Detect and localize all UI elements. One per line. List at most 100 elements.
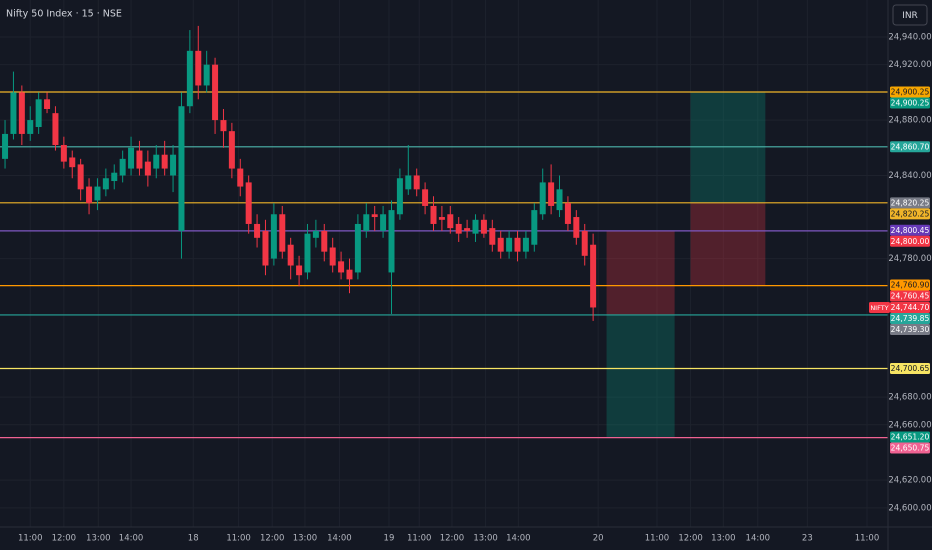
candle-body: [564, 203, 571, 224]
candle-body: [489, 228, 496, 245]
price-badge-label: 24,800.45: [891, 226, 930, 235]
price-badge-label: 24,860.70: [891, 142, 930, 151]
candle-body: [279, 214, 286, 252]
price-badge: [890, 312, 930, 324]
candle-body: [405, 175, 412, 190]
candle-body: [371, 214, 378, 218]
candle-body: [455, 223, 462, 234]
price-badge: [890, 323, 930, 335]
candles: [2, 25, 597, 321]
candle-body: [413, 175, 420, 190]
x-tick-label: 18: [188, 534, 199, 544]
position-loss: [606, 230, 675, 315]
candle-body: [338, 261, 345, 273]
candle-body: [212, 64, 219, 121]
price-badge: [890, 362, 930, 374]
positions: [606, 92, 766, 437]
candle-body: [354, 223, 361, 273]
candle-body: [312, 230, 319, 238]
candle-body: [44, 99, 51, 110]
price-badge: [890, 208, 930, 220]
price-badge: [890, 431, 930, 443]
candle-body: [321, 230, 328, 252]
candle-body: [380, 214, 387, 231]
price-badge-label: 24,650.75: [891, 443, 930, 452]
candle-body: [27, 120, 34, 134]
currency-button[interactable]: [892, 4, 928, 26]
x-tick-label: 23: [802, 534, 813, 544]
candle-body: [422, 189, 429, 206]
x-tick-label: 12:00: [52, 534, 77, 544]
candle-body: [69, 157, 76, 168]
candle-body: [590, 244, 597, 308]
price-badge: [890, 279, 930, 291]
candle-body: [388, 210, 395, 273]
candle-body: [430, 205, 437, 224]
x-tick-label: 11:00: [226, 534, 251, 544]
position-profit: [690, 92, 766, 203]
price-badge-label: 24,760.90: [891, 281, 930, 290]
y-tick-label: 24,660.00: [888, 420, 931, 430]
candle-body: [581, 230, 588, 256]
candle-body: [304, 233, 311, 273]
price-badge-label: 24,900.25: [891, 99, 930, 108]
candle-body: [464, 228, 471, 231]
candle-body: [296, 265, 303, 276]
y-tick-label: 24,840.00: [888, 171, 931, 181]
candle-body: [396, 178, 403, 215]
candle-body: [472, 219, 479, 234]
candle-body: [237, 168, 244, 187]
candle-body: [178, 106, 185, 231]
x-tick-label: 13:00: [473, 534, 498, 544]
price-badge-label: 24,760.45: [891, 292, 930, 301]
x-tick-label: 11:00: [645, 534, 670, 544]
price-badge-label: 24,820.25: [891, 198, 930, 207]
candle-body: [94, 186, 101, 201]
price-badge-label: 24,739.85: [891, 314, 930, 323]
x-tick-label: 11:00: [855, 534, 880, 544]
x-tick-label: 14:00: [119, 534, 144, 544]
candle-body: [195, 50, 202, 86]
price-badge: [890, 235, 930, 247]
price-badge: [890, 141, 930, 153]
candle-body: [480, 219, 487, 234]
candle-body: [220, 120, 227, 132]
price-badge: [890, 442, 930, 454]
price-badge: [890, 290, 930, 302]
candle-body: [170, 154, 177, 176]
y-tick-label: 24,680.00: [888, 393, 931, 403]
price-badge: [890, 86, 930, 98]
price-labels: 24,900.25 24,900.25 24,860.70 24,820.25 24,8…: [869, 86, 930, 454]
candle-body: [506, 237, 513, 252]
candle-body: [346, 269, 353, 280]
axes: 24,940.00 24,920.00 24,880.00 24,840.00 24,7…: [18, 32, 932, 543]
candle-body: [111, 172, 118, 182]
candle-body: [497, 237, 504, 252]
candle-body: [245, 182, 252, 224]
candle-body: [153, 154, 160, 169]
x-tick-label: 13:00: [711, 534, 736, 544]
candle-body: [228, 131, 235, 169]
price-badge-label: 24,739.30: [891, 325, 930, 334]
candle-body: [522, 237, 529, 252]
y-tick-label: 24,780.00: [888, 254, 931, 264]
candle-body: [2, 133, 9, 159]
candle-body: [10, 92, 17, 134]
x-tick-label: 12:00: [440, 534, 465, 544]
currency-label[interactable]: INR: [902, 11, 918, 21]
candle-body: [556, 189, 563, 211]
y-tick-label: 24,600.00: [888, 503, 931, 513]
candle-body: [514, 237, 521, 252]
candle-body: [531, 210, 538, 245]
candle-body: [329, 247, 336, 266]
x-tick-label: 12:00: [678, 534, 703, 544]
candle-body: [18, 92, 25, 134]
price-badge: [890, 97, 930, 109]
price-badge-label: 24,900.25: [891, 88, 930, 97]
price-badge-label: 24,820.25: [891, 209, 930, 218]
candle-body: [363, 214, 370, 231]
price-badge-label: 24,744.70: [891, 303, 930, 312]
